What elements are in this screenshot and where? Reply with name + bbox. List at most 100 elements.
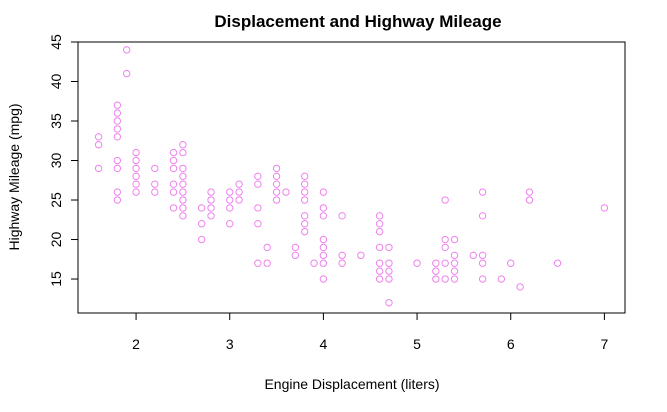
data-point [272, 196, 281, 204]
data-point [272, 180, 281, 188]
data-point [319, 235, 328, 244]
x-tick-label: 3 [226, 336, 234, 352]
data-point [179, 204, 187, 212]
data-point [441, 243, 449, 252]
data-point [169, 164, 178, 173]
data-point [338, 251, 346, 260]
y-tick-label: 20 [48, 232, 64, 248]
data-point [169, 188, 178, 196]
data-point [132, 148, 140, 157]
data-point [441, 259, 449, 267]
data-point [207, 188, 215, 196]
data-point [169, 148, 178, 157]
data-point [151, 164, 159, 173]
data-point [226, 204, 234, 212]
x-axis: 2 3 4 5 6 7 [132, 312, 608, 352]
data-point [291, 251, 300, 260]
x-tick-label: 7 [600, 336, 608, 352]
data-point [197, 235, 206, 244]
data-point [169, 156, 178, 165]
data-point [385, 275, 393, 283]
data-point [600, 204, 609, 212]
data-point [441, 275, 449, 283]
data-point [94, 141, 103, 149]
data-point [319, 251, 328, 260]
data-point [300, 220, 309, 228]
data-point [113, 109, 122, 117]
x-axis-label: Engine Displacement (liters) [264, 376, 439, 392]
data-point [132, 164, 140, 173]
data-points [94, 46, 609, 307]
data-point [319, 212, 328, 220]
x-tick-label: 2 [132, 336, 140, 352]
data-point [179, 196, 187, 204]
data-point [553, 259, 562, 267]
y-axis-label: Highway Mileage (mpg) [6, 103, 22, 250]
y-tick-label: 15 [48, 271, 64, 287]
data-point [132, 180, 140, 188]
data-point [525, 196, 534, 204]
data-point [450, 267, 459, 275]
data-point [375, 227, 384, 236]
data-point [226, 220, 234, 228]
data-point [375, 220, 384, 228]
data-point [254, 259, 262, 267]
data-point [450, 235, 459, 244]
data-point [113, 164, 122, 173]
data-point [338, 212, 346, 220]
data-point [94, 133, 103, 141]
data-point [413, 259, 421, 267]
data-point [235, 188, 243, 196]
data-point [300, 227, 309, 236]
data-point [441, 196, 449, 204]
data-point [478, 259, 487, 267]
data-point [338, 259, 346, 267]
data-point [151, 180, 159, 188]
data-point [469, 251, 477, 260]
data-point [432, 267, 440, 275]
data-point [300, 212, 309, 220]
data-point [300, 180, 309, 188]
data-point [432, 259, 440, 267]
data-point [132, 188, 140, 196]
data-point [235, 180, 243, 188]
data-point [113, 101, 122, 109]
y-tick-label: 40 [48, 74, 64, 90]
plot-frame [77, 41, 626, 314]
data-point [179, 141, 187, 149]
data-point [375, 267, 384, 275]
data-point [319, 243, 328, 252]
data-point [179, 172, 187, 181]
data-point [272, 164, 281, 173]
data-point [179, 180, 187, 188]
data-point [478, 212, 487, 220]
x-tick-label: 5 [413, 336, 421, 352]
data-point [197, 204, 206, 212]
data-point [263, 259, 271, 267]
data-point [450, 259, 459, 267]
data-point [226, 188, 234, 196]
data-point [123, 46, 131, 54]
data-point [300, 172, 309, 181]
data-point [375, 212, 384, 220]
data-point [450, 275, 459, 283]
data-point [197, 220, 206, 228]
data-point [226, 196, 234, 204]
data-point [113, 125, 122, 133]
data-point [450, 251, 459, 260]
data-point [497, 275, 506, 283]
data-point [319, 275, 328, 283]
data-point [272, 188, 281, 196]
data-point [432, 275, 440, 283]
data-point [516, 283, 524, 291]
data-point [525, 188, 534, 196]
data-point [179, 188, 187, 196]
data-point [254, 180, 262, 188]
data-point [385, 243, 393, 252]
data-point [151, 188, 159, 196]
data-point [169, 204, 178, 212]
data-point [385, 267, 393, 275]
data-point [272, 172, 281, 181]
data-point [94, 164, 103, 173]
